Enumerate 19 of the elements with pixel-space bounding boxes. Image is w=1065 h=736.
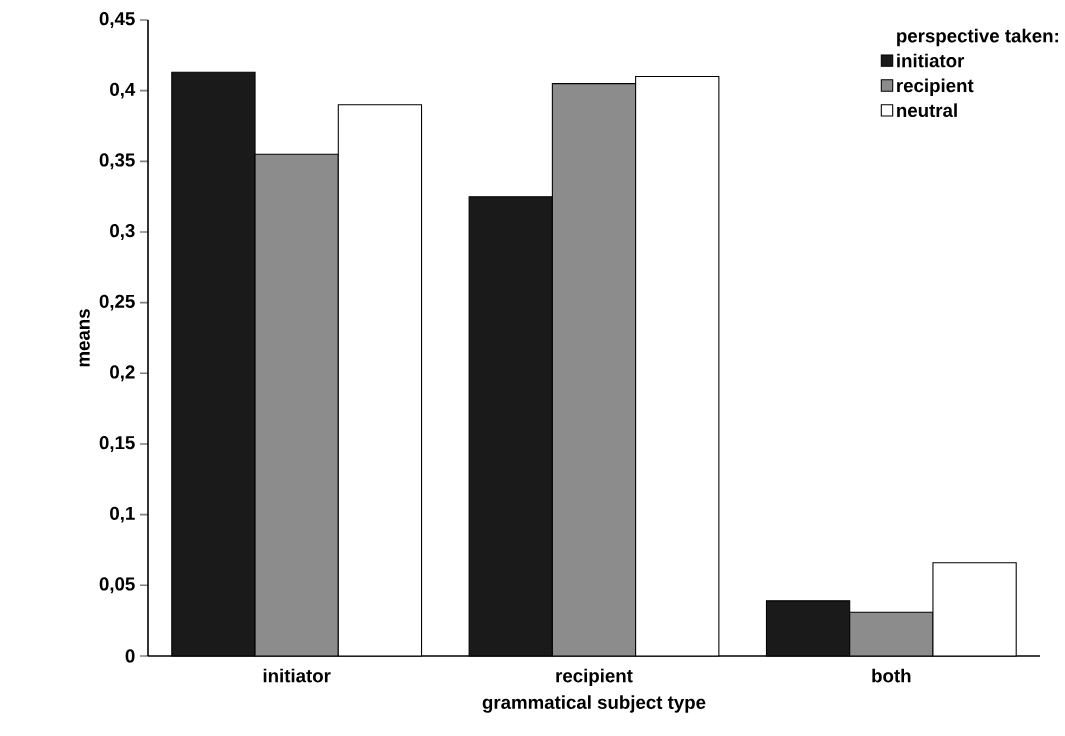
y-tick-label: 0,25 (99, 294, 135, 311)
y-tick-label: 0,15 (99, 436, 135, 452)
legend-label: neutral (897, 103, 957, 118)
y-tick-label: 0 (125, 649, 135, 663)
y-tick-label: 0,2 (110, 365, 135, 382)
legend-title: perspective taken: (897, 28, 1058, 47)
y-tick-label: 0,05 (99, 577, 135, 594)
y-tick-label: 0,3 (110, 224, 135, 240)
x-tick-label: recipient (556, 668, 633, 687)
legend-label: recipient (897, 78, 974, 96)
x-tick-label: initiator (263, 668, 331, 683)
x-axis-title: grammatical subject type (482, 695, 706, 713)
y-tick-label: 0,1 (110, 506, 135, 523)
y-axis-title: means (79, 309, 90, 367)
y-tick-label: 0,4 (110, 82, 136, 99)
y-tick-label: 0,45 (99, 12, 135, 28)
x-tick-label: both (872, 668, 911, 683)
legend-label: initiator (897, 53, 965, 68)
y-tick-label: 0,35 (99, 153, 135, 170)
